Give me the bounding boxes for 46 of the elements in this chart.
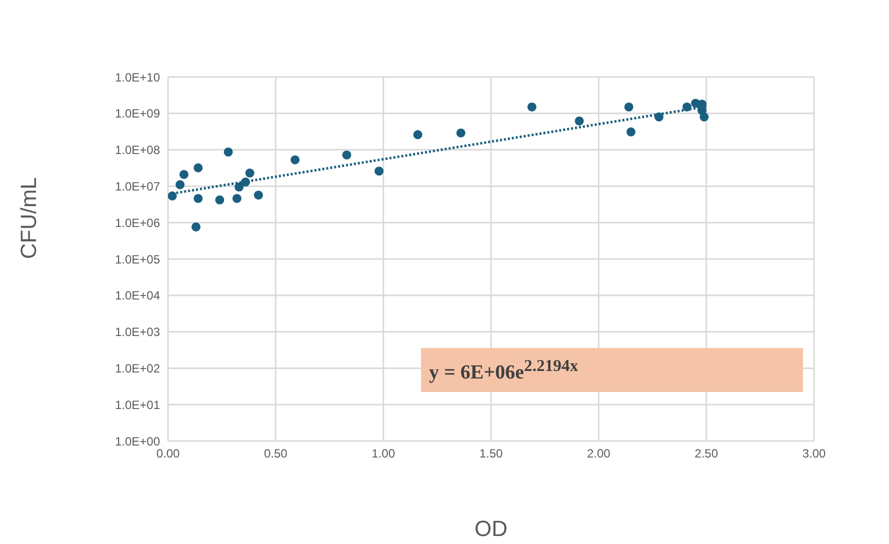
point [241,178,250,187]
y-tick-label: 1.0E+03 [114,325,160,340]
point [254,190,263,200]
point [168,191,177,200]
y-tick-label: 1.0E+01 [114,398,160,412]
y-tick-label: 1.0E+00 [114,434,160,448]
point [342,150,352,160]
y-tick-label: 1.0E+04 [114,288,160,303]
x-tick-label: 1.00 [372,446,396,461]
point [527,102,536,112]
x-tick-label: 2.50 [694,446,718,461]
point [194,194,203,203]
y-tick-label: 1.0E+10 [114,70,160,84]
point [456,128,466,138]
y-tick-label: 1.0E+07 [114,179,160,194]
x-tick-label: 0.50 [264,446,288,461]
point [290,155,300,164]
point [234,182,244,192]
x-tick-label: 3.00 [802,446,826,461]
x-tick-label: 0.00 [156,446,180,461]
y-tick-label: 1.0E+05 [114,252,160,266]
y-tick-label: 1.0E+09 [114,106,160,121]
point [574,116,584,126]
x-tick-label: 2.00 [586,446,611,461]
point [194,163,203,172]
point [624,102,634,112]
x-axis-title: OD [474,516,508,541]
point [215,195,224,204]
point [626,127,636,136]
point [698,106,707,116]
point [374,166,384,176]
point [682,102,692,112]
y-tick-label: 1.0E+02 [114,361,160,376]
y-axis-title: CFU/mL [16,177,41,259]
point [176,180,185,190]
x-tick-label: 1.50 [479,446,503,461]
point [654,112,664,122]
text-box: y = 6E+06e$^{2.2194x}$ [421,348,803,392]
point [232,194,242,203]
y-tick-label: 1.0E+06 [114,216,160,230]
point [191,222,201,232]
y-tick-label: 1.0E+08 [114,143,160,158]
point [179,170,188,179]
point [245,168,254,178]
point [224,147,233,157]
point [413,130,422,140]
